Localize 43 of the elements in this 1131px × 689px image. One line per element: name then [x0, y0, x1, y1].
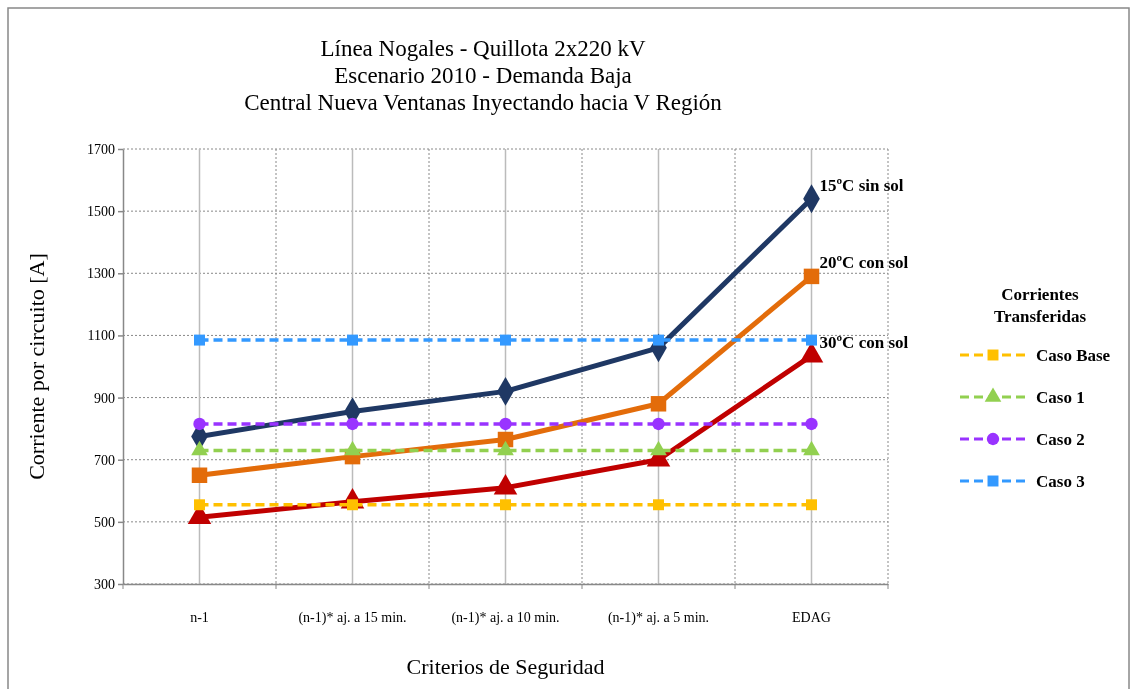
legend-label: Caso 2 [1036, 430, 1085, 449]
series-label: 15ºC sin sol [819, 175, 904, 195]
point [194, 499, 205, 511]
legend-label: Caso Base [1036, 346, 1111, 365]
point [650, 396, 667, 412]
chart-subtitle: Escenario 2010 - Demanda Baja Central Nueva Ventanas Inyectando hacia V Región [244, 63, 723, 115]
legend-label: Caso 1 [1036, 388, 1085, 407]
y-axis-title: Corriente por circuito [A] [24, 253, 49, 480]
series-label: 30ºC con sol [819, 332, 909, 352]
y-tick-label: 900 [94, 390, 115, 406]
y-tick-label: 700 [94, 452, 115, 468]
x-axis-title: Criterios de Seguridad [406, 654, 605, 679]
y-tick-label: 500 [94, 514, 115, 530]
point [652, 417, 665, 431]
x-tick-label: (n-1)* aj. a 15 min. [298, 609, 407, 626]
x-tick-label: EDAG [792, 609, 831, 625]
point [653, 499, 664, 511]
point [191, 467, 208, 483]
point [803, 268, 820, 285]
legend-title: Corrientes Transferidas [993, 285, 1087, 326]
x-tick-label: (n-1)* aj. a 5 min. [607, 609, 710, 626]
point [194, 334, 205, 346]
point [347, 499, 358, 511]
point [806, 334, 817, 346]
y-tick-label: 1100 [87, 328, 115, 344]
point [653, 334, 664, 346]
y-tick-label: 300 [94, 576, 115, 592]
point [193, 417, 206, 431]
y-tick-label: 1700 [87, 141, 115, 157]
series-label: 20ºC con sol [819, 253, 909, 273]
x-tick-label: (n-1)* aj. a 10 min. [451, 609, 560, 626]
point [805, 417, 818, 431]
point [346, 417, 359, 431]
point [499, 417, 512, 431]
point [347, 334, 358, 346]
point [500, 334, 511, 346]
x-tick-label: n-1 [190, 609, 209, 625]
chart-title: Línea Nogales - Quillota 2x220 kV [320, 36, 646, 61]
point [500, 499, 511, 511]
y-tick-label: 1500 [87, 204, 115, 220]
y-tick-label: 1300 [87, 266, 115, 282]
legend-label: Caso 3 [1036, 472, 1085, 491]
point [806, 499, 817, 511]
